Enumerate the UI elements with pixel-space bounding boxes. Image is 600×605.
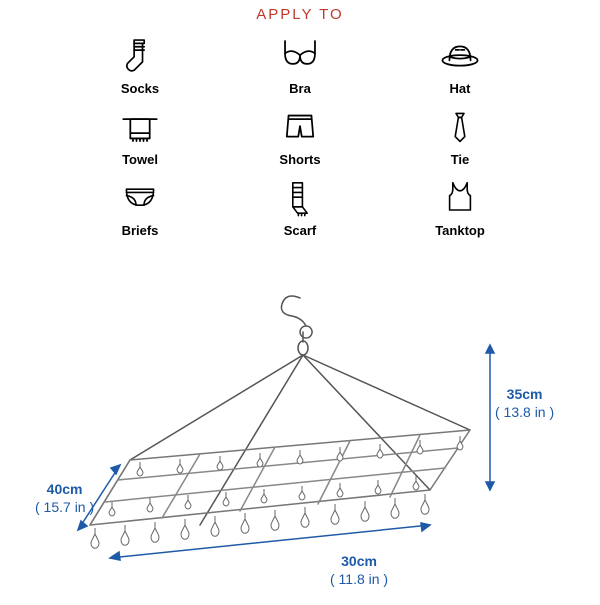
grid-cell-bra: Bra bbox=[220, 33, 380, 96]
grid-cell-scarf: Scarf bbox=[220, 175, 380, 238]
bra-icon bbox=[272, 33, 328, 79]
page-title: APPLY TO bbox=[0, 0, 600, 23]
dimension-depth: 40cm ( 15.7 in ) bbox=[35, 480, 94, 516]
dimension-height: 35cm ( 13.8 in ) bbox=[495, 385, 554, 421]
apply-to-grid: Socks Bra Hat bbox=[60, 33, 540, 238]
dim-in: ( 11.8 in ) bbox=[330, 570, 388, 588]
grid-cell-briefs: Briefs bbox=[60, 175, 220, 238]
towel-icon bbox=[112, 104, 168, 150]
grid-label: Tanktop bbox=[435, 223, 485, 238]
dim-in: ( 13.8 in ) bbox=[495, 403, 554, 421]
grid-cell-hat: Hat bbox=[380, 33, 540, 96]
grid-label: Tie bbox=[451, 152, 470, 167]
scarf-icon bbox=[272, 175, 328, 221]
briefs-icon bbox=[112, 175, 168, 221]
dim-cm: 35cm bbox=[495, 385, 554, 403]
dim-cm: 30cm bbox=[330, 552, 388, 570]
product-diagram: 35cm ( 13.8 in ) 40cm ( 15.7 in ) 30cm (… bbox=[0, 290, 600, 600]
grid-label: Towel bbox=[122, 152, 158, 167]
tie-icon bbox=[432, 104, 488, 150]
dim-in: ( 15.7 in ) bbox=[35, 498, 94, 516]
hat-icon bbox=[432, 33, 488, 79]
grid-label: Bra bbox=[289, 81, 311, 96]
socks-icon bbox=[112, 33, 168, 79]
dim-cm: 40cm bbox=[35, 480, 94, 498]
grid-cell-tie: Tie bbox=[380, 104, 540, 167]
grid-label: Socks bbox=[121, 81, 159, 96]
grid-cell-socks: Socks bbox=[60, 33, 220, 96]
grid-label: Hat bbox=[450, 81, 471, 96]
shorts-icon bbox=[272, 104, 328, 150]
grid-cell-shorts: Shorts bbox=[220, 104, 380, 167]
tanktop-icon bbox=[432, 175, 488, 221]
grid-cell-tanktop: Tanktop bbox=[380, 175, 540, 238]
grid-cell-towel: Towel bbox=[60, 104, 220, 167]
grid-label: Shorts bbox=[279, 152, 320, 167]
grid-label: Scarf bbox=[284, 223, 317, 238]
dimension-width: 30cm ( 11.8 in ) bbox=[330, 552, 388, 588]
grid-label: Briefs bbox=[122, 223, 159, 238]
